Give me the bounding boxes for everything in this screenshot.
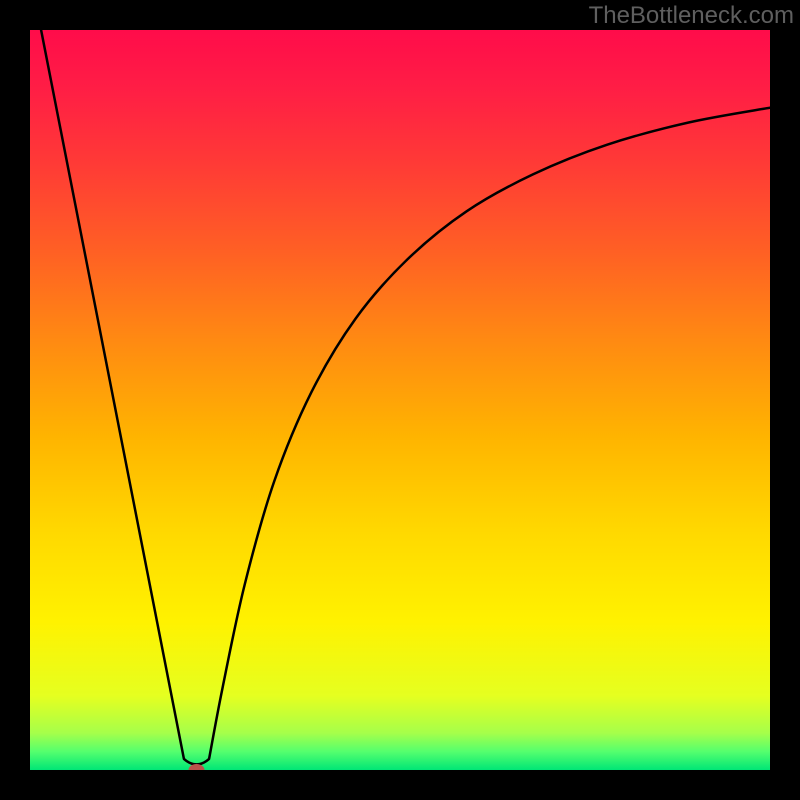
chart-svg: [30, 30, 770, 770]
chart-container: { "watermark": { "text": "TheBottleneck.…: [0, 0, 800, 800]
plot-area: [30, 30, 770, 770]
watermark-text: TheBottleneck.com: [589, 2, 794, 30]
chart-background: [30, 30, 770, 770]
